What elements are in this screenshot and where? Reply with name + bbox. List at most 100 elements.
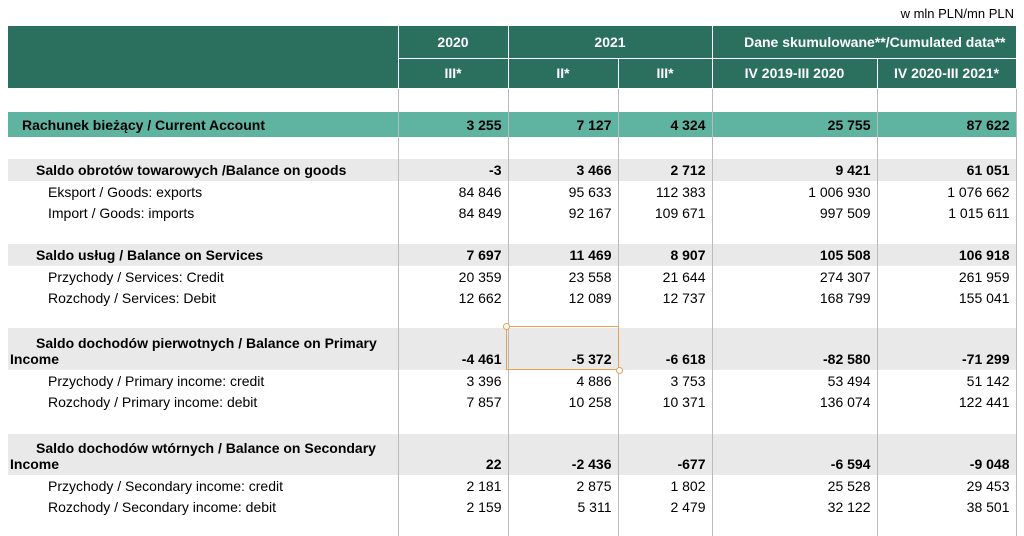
spacer-cell [617, 88, 713, 112]
spacer-cell [876, 309, 1017, 328]
value-cell: 2 712 [617, 159, 713, 181]
row-label: Przychody / Primary income: credit [8, 370, 399, 391]
spacer-cell [617, 413, 713, 434]
spacer-cell [711, 309, 878, 328]
table-row: Rachunek bieżący / Current Account 3 255 7… [8, 112, 1017, 137]
row-label: Rozchody / Primary income: debit [8, 391, 399, 413]
value-cell: 12 662 [397, 287, 509, 309]
row-label: Rozchody / Services: Debit [8, 287, 399, 309]
spacer-cell [507, 137, 619, 159]
table-row: Saldo obrotów towarowych /Balance on goo… [8, 159, 1017, 181]
spacer-cell [8, 309, 399, 328]
value-cell: -5 372 [507, 328, 619, 370]
value-cell: 84 849 [397, 202, 509, 224]
value-cell: 2 479 [617, 496, 713, 518]
value-cell: 53 494 [711, 370, 878, 391]
spacer-cell [397, 518, 509, 536]
table-row: Przychody / Secondary income: credit 2 18… [8, 475, 1017, 496]
value-cell: 3 466 [507, 159, 619, 181]
value-cell: 25 755 [711, 112, 878, 137]
spacer-cell [397, 224, 509, 244]
period-header: IV 2019-III 2020 [711, 58, 878, 89]
value-cell: 261 959 [876, 266, 1017, 287]
value-cell: 106 918 [876, 244, 1017, 266]
table-row: Przychody / Services: Credit 20 359 23 558… [8, 266, 1017, 287]
value-cell: 155 041 [876, 287, 1017, 309]
value-cell: 12 737 [617, 287, 713, 309]
value-cell: 10 258 [507, 391, 619, 413]
table-row: Rozchody / Secondary income: debit 2 159 5… [8, 496, 1017, 518]
value-cell: -9 048 [876, 434, 1017, 475]
value-cell: 2 159 [397, 496, 509, 518]
spacer-cell [397, 137, 509, 159]
value-cell: 7 697 [397, 244, 509, 266]
value-cell: 112 383 [617, 181, 713, 202]
row-label: Eksport / Goods: exports [8, 181, 399, 202]
value-cell: 105 508 [711, 244, 878, 266]
value-cell: 32 122 [711, 496, 878, 518]
row-label: Przychody / Secondary income: credit [8, 475, 399, 496]
value-cell: 2 181 [397, 475, 509, 496]
spacer-cell [876, 137, 1017, 159]
table-row [8, 309, 1017, 328]
spacer-cell [397, 88, 509, 112]
table-row: Przychody / Primary income: credit 3 396 4… [8, 370, 1017, 391]
value-cell: 11 469 [507, 244, 619, 266]
selection-handle [503, 323, 510, 330]
spacer-cell [397, 413, 509, 434]
spacer-cell [8, 413, 399, 434]
value-cell: 9 421 [711, 159, 878, 181]
spacer-cell [711, 413, 878, 434]
value-cell: 7 127 [507, 112, 619, 137]
spacer-cell [711, 224, 878, 244]
spacer-cell [876, 224, 1017, 244]
value-cell: 12 089 [507, 287, 619, 309]
row-label: Rozchody / Secondary income: debit [8, 496, 399, 518]
row-label: Rachunek bieżący / Current Account [8, 112, 399, 137]
value-cell: 3 255 [397, 112, 509, 137]
year-header: Dane skumulowane**/Cumulated data** [711, 26, 1017, 59]
spacer-cell [876, 518, 1017, 536]
corner [8, 26, 399, 89]
value-cell: -6 594 [711, 434, 878, 475]
spacer-cell [876, 88, 1017, 112]
row-label: Saldo dochodów wtórnych / Balance on Sec… [8, 434, 399, 475]
value-cell: 5 311 [507, 496, 619, 518]
spacer-cell [711, 518, 878, 536]
period-header: IV 2020-III 2021* [876, 58, 1017, 89]
spacer-cell [617, 518, 713, 536]
value-cell: 92 167 [507, 202, 619, 224]
spacer-cell [8, 137, 399, 159]
value-cell: -82 580 [711, 328, 878, 370]
table-row [8, 88, 1017, 112]
row-label: Saldo obrotów towarowych /Balance on goo… [8, 159, 399, 181]
value-cell: 51 142 [876, 370, 1017, 391]
value-cell: 1 015 611 [876, 202, 1017, 224]
data-table: 2020 2021 Dane skumulowane**/Cumulated d… [8, 26, 1017, 536]
value-cell: -2 436 [507, 434, 619, 475]
spacer-cell [507, 224, 619, 244]
row-label: Import / Goods: imports [8, 202, 399, 224]
period-header: III* [617, 58, 713, 89]
spacer-cell [507, 309, 619, 328]
spacer-cell [8, 88, 399, 112]
value-cell: 3 753 [617, 370, 713, 391]
table-row: Eksport / Goods: exports 84 846 95 633 112 … [8, 181, 1017, 202]
spacer-cell [507, 518, 619, 536]
year-header: 2020 [397, 26, 509, 59]
value-cell: 8 907 [617, 244, 713, 266]
value-cell: 122 441 [876, 391, 1017, 413]
period-header: II* [507, 58, 619, 89]
value-cell: -71 299 [876, 328, 1017, 370]
table-row: Saldo dochodów wtórnych / Balance on Sec… [8, 434, 1017, 475]
spacer-cell [876, 413, 1017, 434]
value-cell: 95 633 [507, 181, 619, 202]
table-row: Saldo usług / Balance on Services 7 697 11… [8, 244, 1017, 266]
value-cell: 2 875 [507, 475, 619, 496]
value-cell: -3 [397, 159, 509, 181]
row-label: Saldo dochodów pierwotnych / Balance on … [8, 328, 399, 370]
spacer-cell [711, 137, 878, 159]
table-row [8, 518, 1017, 536]
value-cell: 20 359 [397, 266, 509, 287]
value-cell: 61 051 [876, 159, 1017, 181]
